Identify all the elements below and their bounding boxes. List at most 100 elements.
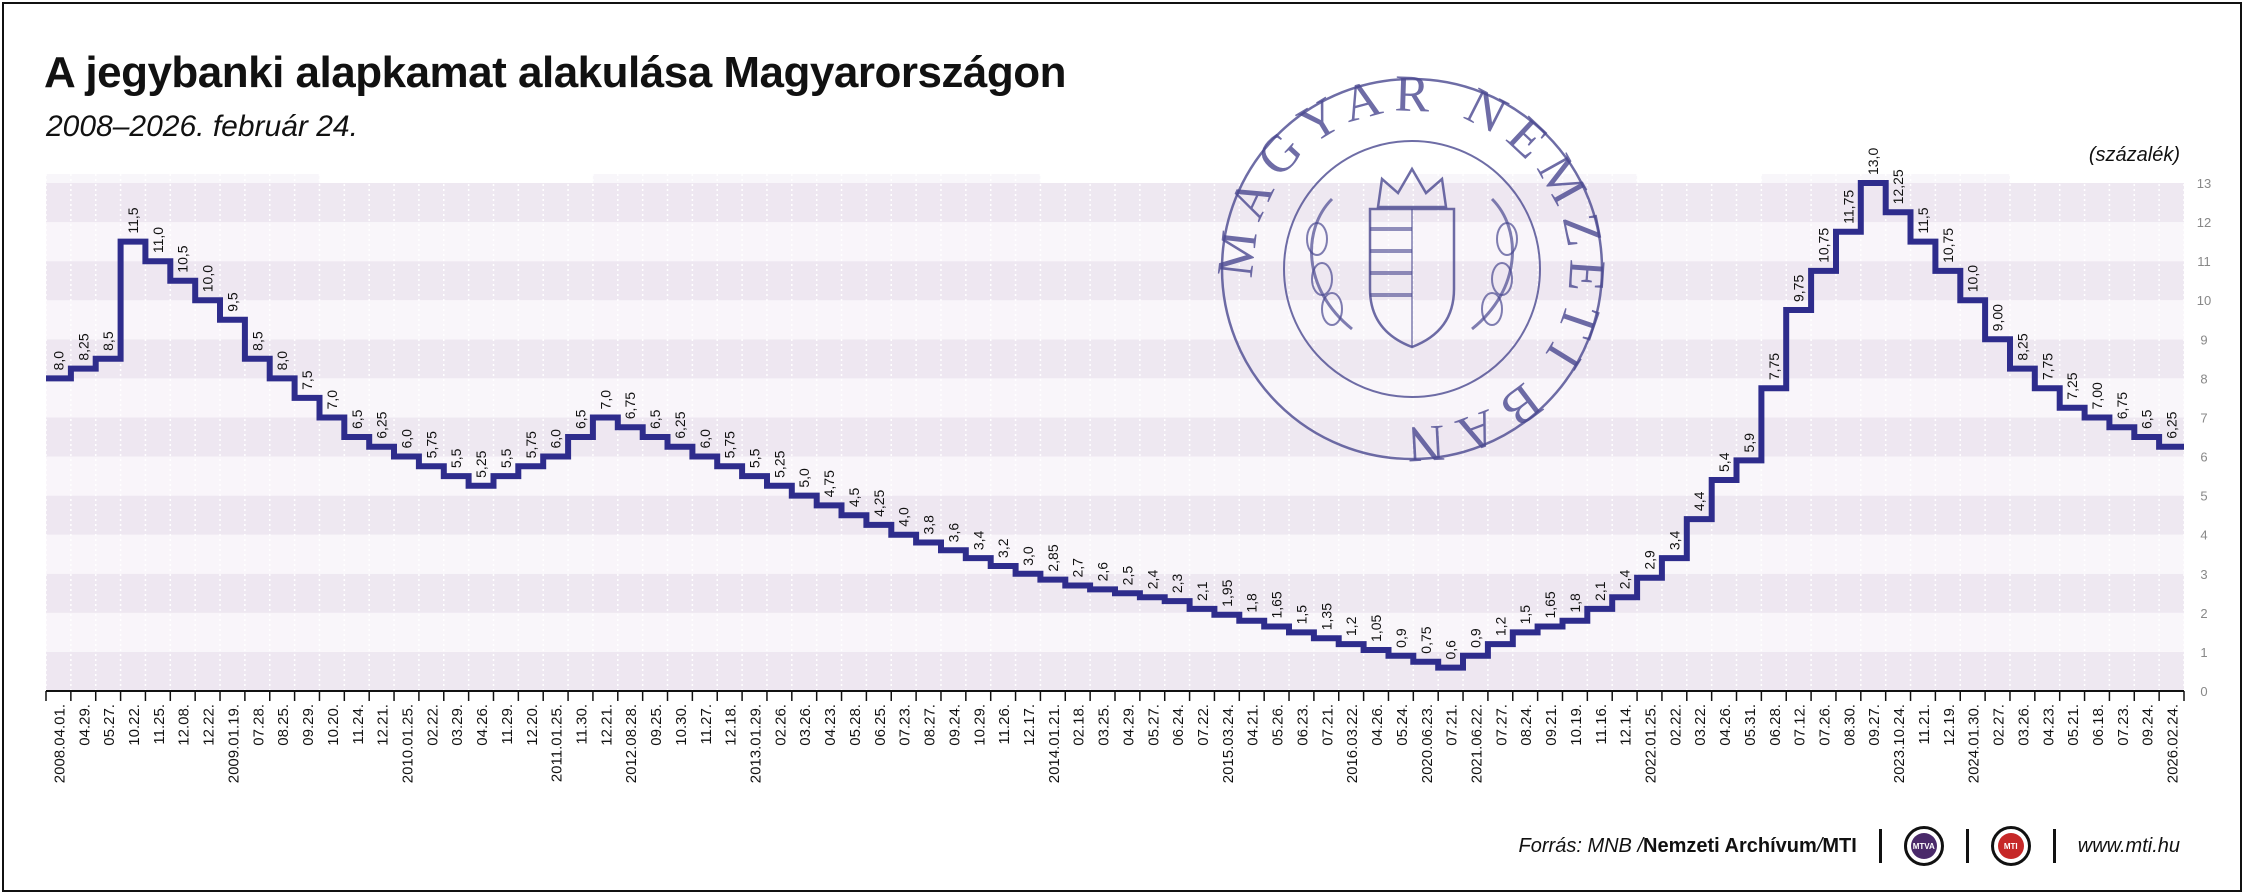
x-tick-label: 12.21. xyxy=(598,704,615,746)
footer: Forrás: MNB / Nemzeti Archívum / MTI MTV… xyxy=(1519,826,2180,866)
x-tick-label: 12.18. xyxy=(723,704,740,746)
y-tick-label: 2 xyxy=(2200,606,2207,621)
x-tick-label: 07.12. xyxy=(1792,704,1809,746)
x-tick-label: 06.25. xyxy=(872,704,889,746)
x-tick-label: 09.24. xyxy=(946,704,963,746)
footer-divider xyxy=(1878,829,1882,863)
y-tick-label: 7 xyxy=(2200,410,2207,425)
x-tick-label: 2016.03.22. xyxy=(1344,704,1361,783)
value-label: 8,0 xyxy=(274,351,290,371)
value-label: 7,0 xyxy=(324,390,340,410)
value-label: 2,1 xyxy=(1592,581,1608,601)
x-tick-label: 07.21. xyxy=(1319,704,1336,746)
x-tick-label: 05.21. xyxy=(2065,704,2082,746)
value-label: 10,75 xyxy=(1940,228,1956,263)
x-tick-label: 12.20. xyxy=(524,704,541,746)
value-label: 5,75 xyxy=(523,431,539,458)
value-label: 3,4 xyxy=(1666,530,1682,550)
value-label: 4,25 xyxy=(871,489,887,516)
x-tick-label: 12.17. xyxy=(1021,704,1038,746)
value-label: 6,0 xyxy=(548,429,564,449)
value-label: 6,5 xyxy=(349,409,365,429)
x-tick-label: 07.26. xyxy=(1817,704,1834,746)
x-tick-label: 10.22. xyxy=(126,704,143,746)
y-tick-label: 4 xyxy=(2200,528,2207,543)
value-label: 6,25 xyxy=(2164,411,2180,438)
leaf-icon xyxy=(1481,292,1503,326)
y-tick-label: 3 xyxy=(2200,567,2207,582)
x-tick-label: 04.21. xyxy=(1245,704,1262,746)
x-tick-label: 06.18. xyxy=(2090,704,2107,746)
unit-label: (százalék) xyxy=(2088,144,2180,166)
x-tick-label: 07.23. xyxy=(2115,704,2132,746)
value-label: 0,6 xyxy=(1443,640,1459,660)
value-label: 2,1 xyxy=(1194,581,1210,601)
value-label: 7,00 xyxy=(2089,382,2105,409)
value-label: 4,4 xyxy=(1691,491,1707,511)
x-tick-label: 02.26. xyxy=(772,704,789,746)
value-label: 6,5 xyxy=(573,409,589,429)
value-label: 4,5 xyxy=(846,487,862,507)
source-sep: / xyxy=(1816,834,1823,857)
x-tick-label: 10.29. xyxy=(971,704,988,746)
x-tick-label: 04.23. xyxy=(2040,704,2057,746)
x-tick-label: 08.27. xyxy=(922,704,939,746)
value-label: 5,5 xyxy=(747,448,763,468)
y-tick-label: 12 xyxy=(2197,215,2211,230)
leaf-icon xyxy=(1496,222,1518,256)
y-tick-label: 10 xyxy=(2197,293,2211,308)
value-label: 3,2 xyxy=(995,538,1011,558)
x-tick-label: 03.22. xyxy=(1692,704,1709,746)
x-tick-label: 06.24. xyxy=(1170,704,1187,746)
value-label: 0,9 xyxy=(1467,628,1483,648)
value-label: 10,0 xyxy=(1965,265,1981,292)
x-tick-label: 10.20. xyxy=(325,704,342,746)
x-tick-label: 09.29. xyxy=(300,704,317,746)
olive-branch-icon xyxy=(1471,197,1514,331)
value-label: 1,65 xyxy=(1269,591,1285,618)
value-label: 2,85 xyxy=(1045,544,1061,571)
x-tick-label: 06.23. xyxy=(1294,704,1311,746)
mti-logo-text: MTI xyxy=(1997,833,2024,859)
value-label: 2,4 xyxy=(1617,570,1633,590)
website-link[interactable]: www.mti.hu xyxy=(2077,834,2180,857)
x-tick-label: 07.23. xyxy=(897,704,914,746)
y-tick-label: 1 xyxy=(2200,645,2207,660)
value-label: 1,8 xyxy=(1244,593,1260,613)
x-tick-label: 03.26. xyxy=(2015,704,2032,746)
x-tick-label: 11.29. xyxy=(499,704,516,745)
value-label: 7,75 xyxy=(2039,353,2055,380)
x-tick-label: 05.28. xyxy=(847,704,864,746)
x-tick-label: 11.27. xyxy=(698,704,715,745)
value-label: 6,25 xyxy=(374,411,390,438)
value-label: 8,25 xyxy=(2014,333,2030,360)
x-tick-label: 08.30. xyxy=(1841,704,1858,746)
value-label: 8,25 xyxy=(75,333,91,360)
x-tick-label: 03.25. xyxy=(1096,704,1113,746)
x-tick-label: 12.08. xyxy=(176,704,193,746)
footer-divider xyxy=(2052,829,2056,863)
value-label: 5,75 xyxy=(722,431,738,458)
x-tick-label: 05.27. xyxy=(1145,704,1162,746)
value-label: 7,25 xyxy=(2064,372,2080,399)
x-tick-label: 11.16. xyxy=(1593,704,1610,745)
value-label: 7,5 xyxy=(299,370,315,390)
value-label: 10,5 xyxy=(175,245,191,272)
source-mti: MTI xyxy=(1822,834,1857,857)
y-tick-label: 8 xyxy=(2200,371,2207,386)
value-label: 2,5 xyxy=(1119,566,1135,586)
x-tick-label: 07.22. xyxy=(1195,704,1212,746)
x-tick-label: 09.25. xyxy=(648,704,665,746)
x-tick-label: 11.30. xyxy=(574,704,591,745)
value-label: 5,75 xyxy=(423,431,439,458)
value-label: 6,25 xyxy=(672,411,688,438)
rate-step-line xyxy=(46,180,2184,671)
seal-inner-ring xyxy=(1283,140,1541,398)
x-tick-label: 12.14. xyxy=(1618,704,1635,746)
x-tick-label: 2021.06.22. xyxy=(1468,704,1485,783)
x-tick-label: 05.26. xyxy=(1270,704,1287,746)
value-label: 6,0 xyxy=(697,429,713,449)
x-tick-label: 09.27. xyxy=(1866,704,1883,746)
x-tick-label: 2011.01.25. xyxy=(549,704,566,782)
value-label: 9,00 xyxy=(1990,304,2006,331)
